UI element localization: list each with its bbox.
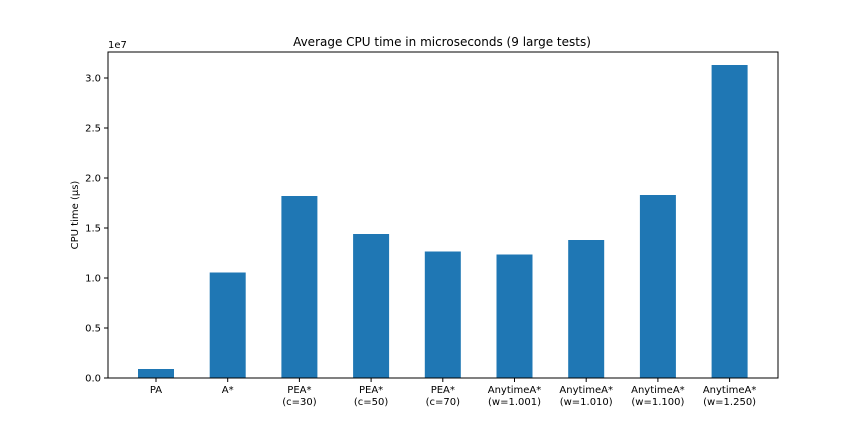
x-tick-label-3: PEA* (c=50)	[354, 385, 389, 408]
y-tick-label-0: 0.0	[85, 374, 101, 385]
y-tick-label-6: 3.0	[85, 74, 101, 85]
y-tick-label-4: 2.0	[85, 174, 101, 185]
x-ticks-group: PA A* PEA* (c=30) PEA* (c=50) PEA* (c=70) Anytim…	[150, 378, 756, 408]
x-tick-label-2: PEA* (c=30)	[282, 385, 317, 408]
chart-title: Average CPU time in microseconds (9 larg…	[293, 35, 591, 49]
bars-group	[138, 65, 748, 378]
y-axis-label: CPU time (µs)	[70, 181, 81, 250]
x-tick-label-1: A*	[222, 385, 234, 396]
bar-5	[496, 254, 533, 378]
bar-1	[209, 272, 246, 378]
x-tick-label-7: AnytimeA* (w=1.100)	[631, 385, 685, 408]
x-tick-label-0: PA	[150, 385, 162, 396]
bar-3	[353, 234, 390, 378]
x-tick-label-6: AnytimeA* (w=1.010)	[559, 385, 613, 408]
bar-2	[281, 196, 318, 378]
x-tick-label-5: AnytimeA* (w=1.001)	[488, 385, 542, 408]
plot-frame	[107, 51, 779, 379]
y-tick-label-3: 1.5	[85, 224, 101, 235]
x-tick-label-4: PEA* (c=70)	[426, 385, 461, 408]
bar-8	[711, 65, 748, 378]
y-tick-label-5: 2.5	[85, 124, 101, 135]
bar-0	[138, 369, 174, 378]
y-ticks-group: 0.0 0.5 1.0 1.5 2.0 2.5 3.0	[85, 74, 108, 385]
bar-4	[424, 251, 461, 378]
y-tick-label-2: 1.0	[85, 274, 101, 285]
bar-7	[639, 195, 676, 378]
y-tick-label-1: 0.5	[85, 324, 101, 335]
x-tick-label-8: AnytimeA* (w=1.250)	[703, 385, 757, 408]
y-offset-label: 1e7	[108, 40, 127, 51]
bar-6	[568, 240, 605, 378]
